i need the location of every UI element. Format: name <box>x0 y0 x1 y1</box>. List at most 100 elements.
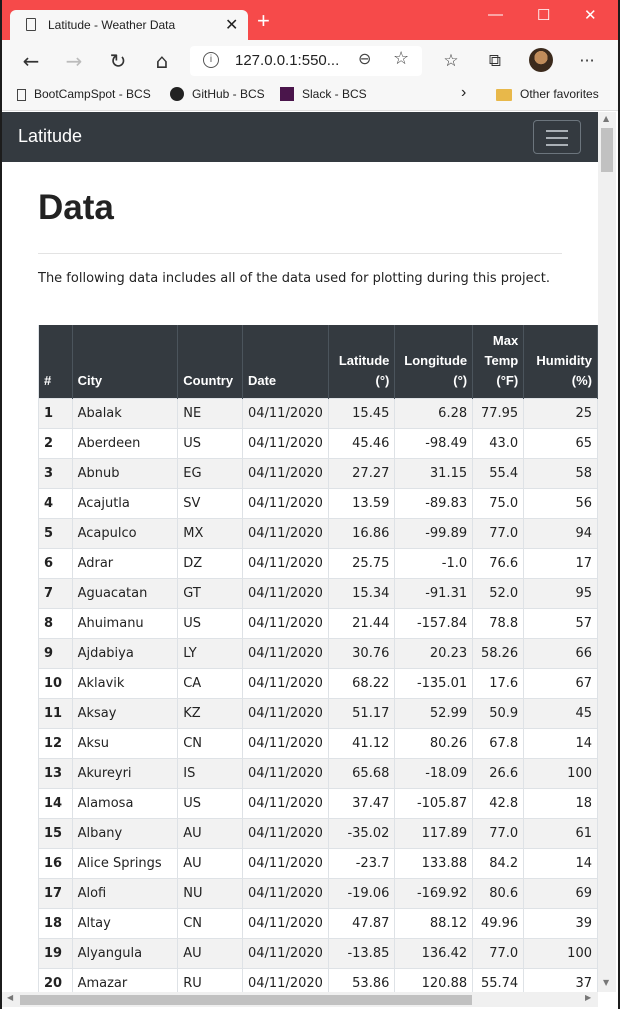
table-cell: -23.7 <box>328 848 396 879</box>
table-cell: 04/11/2020 <box>242 698 329 729</box>
scroll-left-icon[interactable]: ◀ <box>7 993 14 1002</box>
table-row: 18 Altay CN 04/11/2020 47.87 88.12 49.96 39 <box>38 908 598 939</box>
table-cell: 18 <box>38 908 73 939</box>
refresh-icon[interactable]: ↻ <box>109 49 127 73</box>
favorites-list-icon[interactable]: ☆ <box>443 51 459 71</box>
column-header[interactable]: Max Temp (°F) <box>472 325 525 399</box>
scroll-up-icon[interactable]: ▲ <box>603 114 610 123</box>
table-row: 8 Ahuimanu US 04/11/2020 21.44 -157.84 78.8 57 <box>38 608 598 639</box>
forward-icon[interactable]: → <box>65 49 83 73</box>
table-cell: 58.26 <box>472 638 525 669</box>
table-cell: 1 <box>38 398 73 429</box>
table-row: 20 Amazar RU 04/11/2020 53.86 120.88 55.74 37 <box>38 968 598 992</box>
column-header[interactable]: Longitude (°) <box>394 325 474 399</box>
column-header[interactable]: Date <box>242 325 329 399</box>
table-cell: 39 <box>523 908 598 939</box>
close-window-icon[interactable]: ✕ <box>584 7 597 24</box>
table-cell: 41.12 <box>328 728 396 759</box>
column-header[interactable]: # <box>38 325 73 399</box>
page-icon <box>26 18 36 31</box>
table-cell: MX <box>177 518 243 549</box>
url-text[interactable]: 127.0.0.1:550... <box>235 52 340 69</box>
favorite-slack[interactable]: Slack - BCS <box>280 87 367 101</box>
table-cell: 117.89 <box>394 818 474 849</box>
scrollbar-thumb[interactable] <box>20 995 472 1005</box>
profile-avatar[interactable] <box>529 48 553 72</box>
table-cell: 16.86 <box>328 518 396 549</box>
table-cell: 11 <box>38 698 73 729</box>
browser-toolbar: ← → ↻ ⌂ i 127.0.0.1:550... ⊖ ☆ ☆ ⧉ ··· <box>2 40 618 82</box>
table-cell: 77.0 <box>472 818 525 849</box>
table-cell: 94 <box>523 518 598 549</box>
table-cell: 7 <box>38 578 73 609</box>
back-icon[interactable]: ← <box>22 49 40 73</box>
table-cell: 04/11/2020 <box>242 638 329 669</box>
table-cell: 30.76 <box>328 638 396 669</box>
table-cell: 65.68 <box>328 758 396 789</box>
table-cell: 14 <box>523 848 598 879</box>
maximize-icon[interactable]: ☐ <box>537 7 551 24</box>
info-icon[interactable]: i <box>203 52 219 68</box>
table-cell: -99.89 <box>394 518 474 549</box>
scroll-down-icon[interactable]: ▼ <box>603 978 610 987</box>
table-row: 12 Aksu CN 04/11/2020 41.12 80.26 67.8 14 <box>38 728 598 759</box>
tab-close-icon[interactable]: ✕ <box>225 17 239 34</box>
table-row: 14 Alamosa US 04/11/2020 37.47 -105.87 42.8 18 <box>38 788 598 819</box>
table-cell: Aksay <box>72 698 179 729</box>
table-cell: 04/11/2020 <box>242 458 329 489</box>
minimize-icon[interactable]: — <box>488 6 503 23</box>
menu-icon[interactable]: ··· <box>579 51 595 70</box>
table-cell: Ahuimanu <box>72 608 179 639</box>
navbar-toggler-button[interactable] <box>533 120 581 154</box>
folder-icon <box>496 89 512 101</box>
table-cell: KZ <box>177 698 243 729</box>
favorite-star-icon[interactable]: ☆ <box>393 48 410 69</box>
scrollbar-thumb[interactable] <box>601 128 613 172</box>
column-header[interactable]: Humidity (%) <box>523 325 598 399</box>
table-cell: 04/11/2020 <box>242 548 329 579</box>
data-table: # City Country Date Latitude (°) Longitu… <box>38 325 598 992</box>
table-cell: 04/11/2020 <box>242 398 329 429</box>
table-cell: Alamosa <box>72 788 179 819</box>
table-cell: Albany <box>72 818 179 849</box>
table-cell: 77.95 <box>472 398 525 429</box>
table-cell: 100 <box>523 758 598 789</box>
column-header[interactable]: City <box>72 325 179 399</box>
table-row: 5 Acapulco MX 04/11/2020 16.86 -99.89 77.0 94 <box>38 518 598 549</box>
table-cell: 45.46 <box>328 428 396 459</box>
table-cell: 27.27 <box>328 458 396 489</box>
other-favorites[interactable]: Other favorites <box>496 87 599 101</box>
table-cell: Akureyri <box>72 758 179 789</box>
scroll-right-icon[interactable]: ▶ <box>585 993 592 1002</box>
address-bar[interactable]: i 127.0.0.1:550... ⊖ ☆ <box>190 46 422 76</box>
favorites-more-icon[interactable]: › <box>461 84 467 101</box>
column-header[interactable]: Country <box>177 325 243 399</box>
navbar-brand[interactable]: Latitude <box>18 126 83 146</box>
table-cell: 42.8 <box>472 788 525 819</box>
table-cell: RU <box>177 968 243 992</box>
table-cell: 61 <box>523 818 598 849</box>
table-cell: US <box>177 788 243 819</box>
table-cell: 67.8 <box>472 728 525 759</box>
new-tab-icon[interactable]: + <box>257 8 270 33</box>
table-cell: Ajdabiya <box>72 638 179 669</box>
table-row: 10 Aklavik CA 04/11/2020 68.22 -135.01 17.6 67 <box>38 668 598 699</box>
table-cell: -35.02 <box>328 818 396 849</box>
table-cell: 80.26 <box>394 728 474 759</box>
browser-tab[interactable]: Latitude - Weather Data ✕ <box>10 10 248 42</box>
home-icon[interactable]: ⌂ <box>155 49 169 73</box>
table-cell: 5 <box>38 518 73 549</box>
horizontal-scrollbar[interactable]: ◀ ▶ <box>2 992 598 1007</box>
table-cell: 51.17 <box>328 698 396 729</box>
zoom-out-icon[interactable]: ⊖ <box>358 49 372 68</box>
column-header[interactable]: Latitude (°) <box>328 325 396 399</box>
collections-icon[interactable]: ⧉ <box>488 51 502 71</box>
table-cell: 9 <box>38 638 73 669</box>
favorite-bootcampspot[interactable]: BootCampSpot - BCS <box>17 87 151 101</box>
table-cell: -98.49 <box>394 428 474 459</box>
table-cell: 15 <box>38 818 73 849</box>
favorite-github[interactable]: GitHub - BCS <box>170 87 265 101</box>
vertical-scrollbar[interactable]: ▲ ▼ <box>598 112 616 992</box>
table-row: 15 Albany AU 04/11/2020 -35.02 117.89 77.0 61 <box>38 818 598 849</box>
